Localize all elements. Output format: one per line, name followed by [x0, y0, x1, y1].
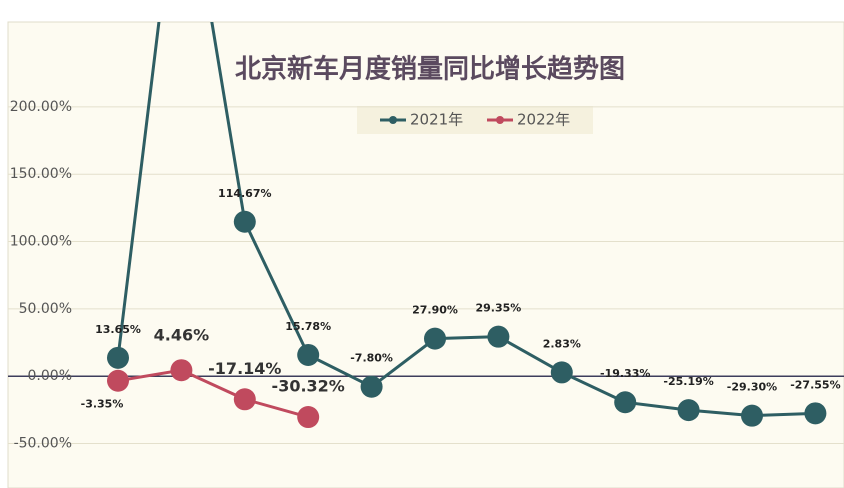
marker: [424, 327, 446, 350]
marker: [107, 369, 129, 392]
marker: [170, 359, 193, 382]
data-label: 2.83%: [543, 337, 581, 350]
data-label: 15.78%: [285, 320, 331, 333]
data-label: -29.30%: [727, 381, 777, 394]
marker: [741, 404, 763, 427]
data-label: -17.14%: [208, 359, 281, 378]
data-label: 29.35%: [475, 302, 521, 315]
marker: [297, 343, 320, 366]
marker: [297, 406, 320, 429]
y-tick-label: 50.00%: [19, 301, 72, 317]
y-tick-label: 100.00%: [10, 234, 72, 250]
marker: [233, 388, 256, 411]
data-label: -3.35%: [81, 398, 124, 411]
data-label: -27.55%: [790, 378, 840, 391]
marker: [804, 402, 827, 425]
chart-title: 北京新车月度销量同比增长趋势图: [235, 54, 625, 85]
legend-label: 2022年: [517, 111, 570, 129]
series-line: [117, 368, 309, 419]
data-label: -30.32%: [272, 377, 345, 396]
marker: [550, 361, 573, 384]
marker: [107, 346, 129, 369]
marker: [677, 399, 700, 422]
data-label: 4.46%: [154, 326, 210, 345]
marker: [360, 375, 383, 398]
plot-bg: [7, 21, 844, 488]
marker: [487, 325, 510, 348]
data-label: 13.65%: [95, 323, 141, 336]
y-tick-label: 150.00%: [10, 166, 72, 182]
data-label: -19.33%: [600, 367, 650, 380]
data-label: -7.80%: [350, 352, 393, 365]
data-label: -25.19%: [663, 375, 713, 388]
legend-label: 2021年: [410, 111, 463, 129]
legend-marker: [496, 116, 504, 124]
y-tick-label: 200.00%: [10, 99, 72, 115]
y-tick-label: 0.00%: [28, 368, 72, 384]
data-label: 27.90%: [412, 304, 458, 317]
y-tick-label: -50.00%: [14, 436, 72, 452]
marker: [614, 391, 637, 414]
legend-marker: [389, 116, 397, 124]
plot-area: [107, 22, 827, 429]
data-label: 114.67%: [218, 187, 271, 200]
marker: [233, 210, 256, 233]
